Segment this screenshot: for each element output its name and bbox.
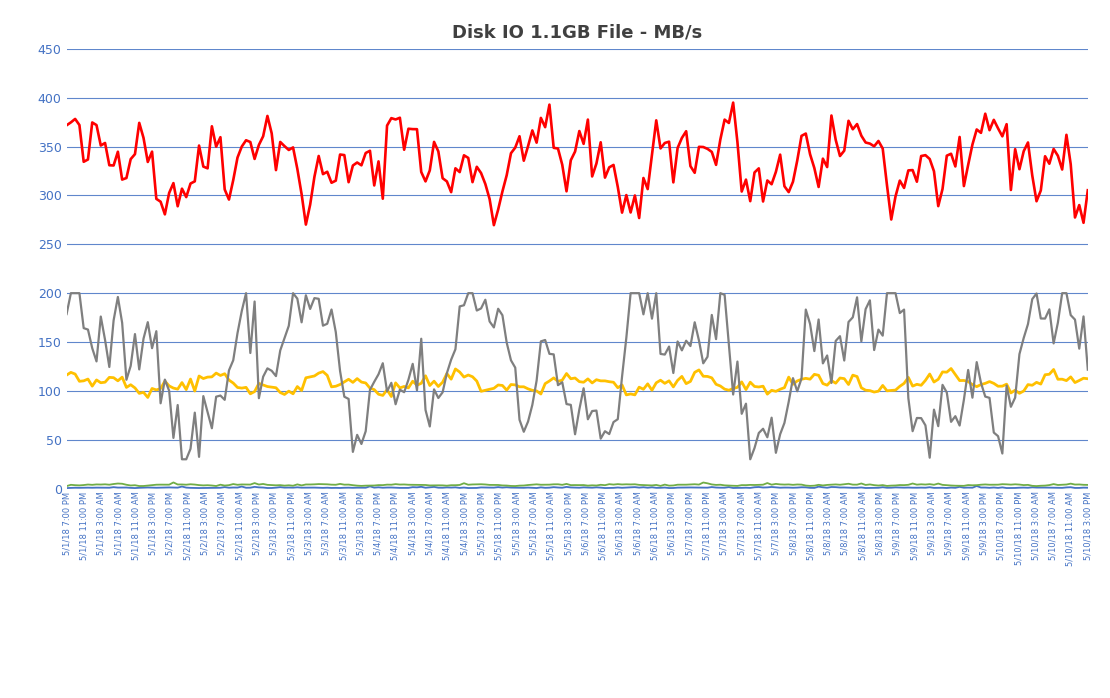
Title: Disk IO 1.1GB File - MB/s: Disk IO 1.1GB File - MB/s xyxy=(452,24,703,42)
